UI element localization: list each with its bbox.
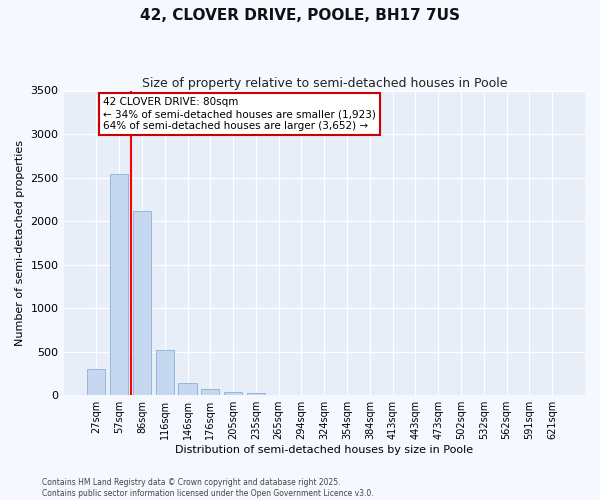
Text: Contains HM Land Registry data © Crown copyright and database right 2025.
Contai: Contains HM Land Registry data © Crown c… — [42, 478, 374, 498]
Bar — [87, 369, 106, 395]
Title: Size of property relative to semi-detached houses in Poole: Size of property relative to semi-detach… — [142, 78, 507, 90]
Bar — [133, 210, 151, 395]
Bar — [201, 389, 220, 395]
Bar — [110, 174, 128, 395]
Bar — [155, 350, 174, 395]
Bar — [247, 393, 265, 395]
Bar — [178, 382, 197, 395]
Text: 42 CLOVER DRIVE: 80sqm
← 34% of semi-detached houses are smaller (1,923)
64% of : 42 CLOVER DRIVE: 80sqm ← 34% of semi-det… — [103, 98, 376, 130]
Y-axis label: Number of semi-detached properties: Number of semi-detached properties — [15, 140, 25, 346]
Bar — [224, 392, 242, 395]
X-axis label: Distribution of semi-detached houses by size in Poole: Distribution of semi-detached houses by … — [175, 445, 473, 455]
Text: 42, CLOVER DRIVE, POOLE, BH17 7US: 42, CLOVER DRIVE, POOLE, BH17 7US — [140, 8, 460, 22]
